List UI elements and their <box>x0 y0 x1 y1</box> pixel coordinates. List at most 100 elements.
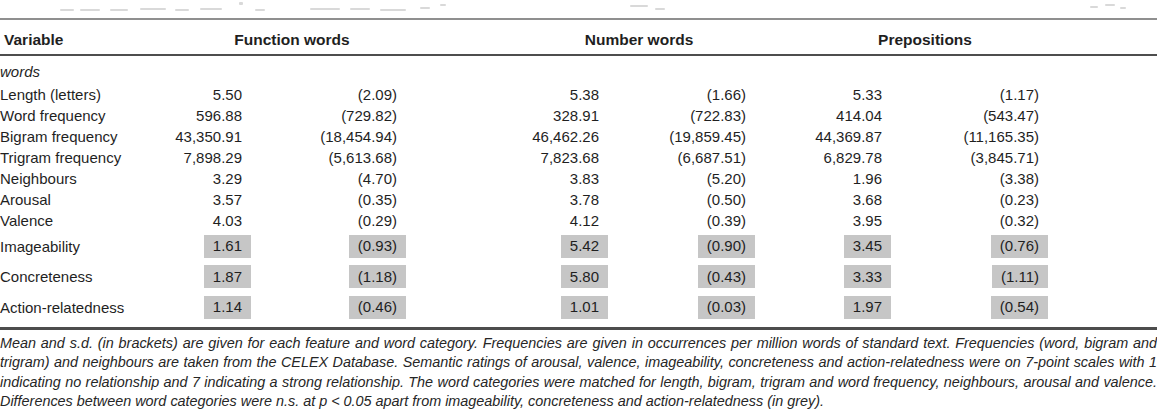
column-header-prepositions: Prepositions <box>878 31 972 49</box>
mean-cell: 7,823.68 <box>397 147 599 168</box>
sd-cell: (2.09) <box>242 84 397 105</box>
row-label: Valence <box>0 210 150 231</box>
mean-cell: 43,350.91 <box>150 126 242 147</box>
sd-cell: (0.54) <box>882 292 1039 323</box>
column-header-number-words: Number words <box>585 31 694 49</box>
row-label: Word frequency <box>0 105 150 126</box>
table-row: Trigram frequency 7,898.29(5,613.68)7,82… <box>0 147 1157 168</box>
sd-cell: (0.43) <box>599 262 746 293</box>
mean-cell: 44,369.87 <box>746 126 882 147</box>
highlight-box: 5.42 <box>561 235 608 258</box>
highlight-box: 1.61 <box>204 235 251 258</box>
mean-cell: 4.03 <box>150 210 242 231</box>
sd-cell: (19,859.45) <box>599 126 746 147</box>
row-label: Concreteness <box>0 262 150 293</box>
sd-cell: (4.70) <box>242 168 397 189</box>
section-label: words <box>0 58 1157 84</box>
table-header: Variable Function words Number words Pre… <box>0 20 1157 54</box>
sd-cell: (0.35) <box>242 189 397 210</box>
mean-cell: 6,829.78 <box>746 147 882 168</box>
mean-cell: 4.12 <box>397 210 599 231</box>
table-footnote: Mean and s.d. (in brackets) are given fo… <box>0 334 1157 412</box>
sd-cell: (18,454.94) <box>242 126 397 147</box>
sd-cell: (1.66) <box>599 84 746 105</box>
spacer-cell <box>1039 147 1157 168</box>
sd-cell: (729.82) <box>242 105 397 126</box>
spacer-cell <box>1039 262 1157 293</box>
mean-cell: 3.95 <box>746 210 882 231</box>
sd-cell: (0.03) <box>599 292 746 323</box>
highlight-box: 1.87 <box>204 265 251 288</box>
sd-cell: (0.39) <box>599 210 746 231</box>
highlight-box: (0.90) <box>698 235 755 258</box>
mean-cell: 7,898.29 <box>150 147 242 168</box>
sd-cell: (1.18) <box>242 262 397 293</box>
column-header-variable: Variable <box>4 31 63 49</box>
mean-cell: 5.33 <box>746 84 882 105</box>
sd-cell: (1.17) <box>882 84 1039 105</box>
sd-cell: (0.32) <box>882 210 1039 231</box>
table-row: Arousal 3.57(0.35)3.78(0.50)3.68(0.23) <box>0 189 1157 210</box>
sd-cell: (3,845.71) <box>882 147 1039 168</box>
spacer-cell <box>1039 126 1157 147</box>
sd-cell: (0.90) <box>599 231 746 262</box>
highlight-box: 1.14 <box>204 296 251 319</box>
mean-cell: 46,462.26 <box>397 126 599 147</box>
table-row: Word frequency 596.88(729.82)328.91(722.… <box>0 105 1157 126</box>
mean-cell: 1.01 <box>397 292 599 323</box>
sd-cell: (5,613.68) <box>242 147 397 168</box>
mean-cell: 5.42 <box>397 231 599 262</box>
highlight-box: (0.46) <box>349 296 406 319</box>
mean-cell: 3.78 <box>397 189 599 210</box>
row-label: Action-relatedness <box>0 292 150 323</box>
spacer-cell <box>1039 189 1157 210</box>
header-rule <box>0 54 1157 56</box>
sd-cell: (3.38) <box>882 168 1039 189</box>
highlight-box: 3.45 <box>844 235 891 258</box>
mean-cell: 1.96 <box>746 168 882 189</box>
mean-cell: 3.68 <box>746 189 882 210</box>
mean-cell: 5.38 <box>397 84 599 105</box>
row-label: Imageability <box>0 231 150 262</box>
table-row: Length (letters) 5.50(2.09)5.38(1.66)5.3… <box>0 84 1157 105</box>
sd-cell: (0.93) <box>242 231 397 262</box>
data-table: words Length (letters) 5.50(2.09)5.38(1.… <box>0 58 1157 323</box>
table-row: Valence 4.03(0.29)4.12(0.39)3.95(0.32) <box>0 210 1157 231</box>
mean-cell: 3.29 <box>150 168 242 189</box>
spacer-cell <box>1039 292 1157 323</box>
table-row: Action-relatedness 1.14(0.46)1.01(0.03)1… <box>0 292 1157 323</box>
sd-cell: (5.20) <box>599 168 746 189</box>
mean-cell: 5.80 <box>397 262 599 293</box>
sd-cell: (11,165.35) <box>882 126 1039 147</box>
section-row: words <box>0 58 1157 84</box>
row-label: Bigram frequency <box>0 126 150 147</box>
sd-cell: (0.76) <box>882 231 1039 262</box>
mean-cell: 1.14 <box>150 292 242 323</box>
row-label: Trigram frequency <box>0 147 150 168</box>
highlight-box: (1.18) <box>349 265 406 288</box>
mean-cell: 3.83 <box>397 168 599 189</box>
table-figure: Variable Function words Number words Pre… <box>0 0 1157 414</box>
column-header-function-words: Function words <box>234 31 349 49</box>
sd-cell: (543.47) <box>882 105 1039 126</box>
spacer-cell <box>1039 231 1157 262</box>
sd-cell: (0.23) <box>882 189 1039 210</box>
spacer-cell <box>1039 168 1157 189</box>
row-label: Arousal <box>0 189 150 210</box>
spacer-cell <box>1039 210 1157 231</box>
sd-cell: (1.11) <box>882 262 1039 293</box>
row-label: Length (letters) <box>0 84 150 105</box>
sd-cell: (0.46) <box>242 292 397 323</box>
highlight-box: (0.43) <box>698 265 755 288</box>
highlight-box: 5.80 <box>561 265 608 288</box>
mean-cell: 414.04 <box>746 105 882 126</box>
table-row: Imageability 1.61(0.93)5.42(0.90)3.45(0.… <box>0 231 1157 262</box>
table-row: Concreteness 1.87(1.18)5.80(0.43)3.33(1.… <box>0 262 1157 293</box>
bottom-rule <box>0 327 1157 330</box>
highlight-box: (1.11) <box>992 265 1048 288</box>
table-body: words Length (letters) 5.50(2.09)5.38(1.… <box>0 58 1157 323</box>
row-label: Neighbours <box>0 168 150 189</box>
sd-cell: (722.83) <box>599 105 746 126</box>
mean-cell: 1.87 <box>150 262 242 293</box>
mean-cell: 3.57 <box>150 189 242 210</box>
